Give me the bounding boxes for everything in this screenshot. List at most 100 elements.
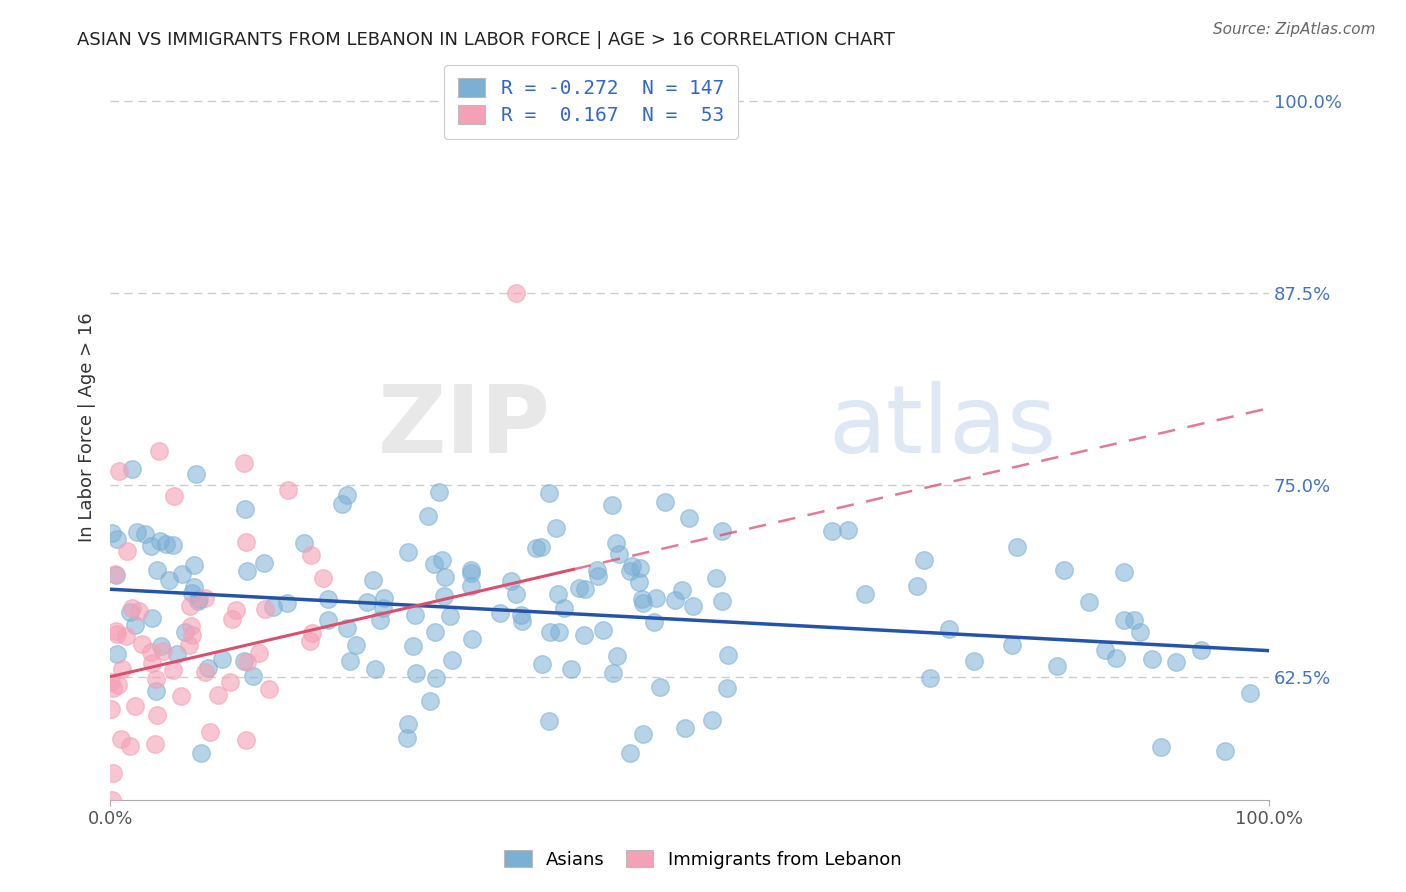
Point: [100, 792, 122, 806]
Point: [631, 596, 654, 610]
Point: [1077, 595, 1099, 609]
Point: [100, 674, 122, 689]
Point: [671, 582, 693, 597]
Point: [1046, 659, 1069, 673]
Point: [673, 721, 696, 735]
Point: [105, 532, 128, 546]
Point: [183, 558, 205, 573]
Point: [606, 649, 628, 664]
Point: [607, 547, 630, 561]
Point: [373, 591, 395, 605]
Point: [139, 645, 162, 659]
Point: [510, 607, 533, 622]
Point: [180, 619, 202, 633]
Point: [179, 599, 201, 614]
Point: [586, 563, 609, 577]
Point: [568, 581, 591, 595]
Point: [104, 624, 127, 638]
Point: [236, 655, 259, 669]
Point: [124, 618, 146, 632]
Point: [115, 543, 138, 558]
Point: [107, 678, 129, 692]
Point: [644, 591, 666, 605]
Point: [162, 663, 184, 677]
Point: [128, 604, 150, 618]
Point: [193, 665, 215, 679]
Point: [105, 627, 128, 641]
Point: [553, 601, 575, 615]
Point: [1114, 565, 1136, 579]
Point: [207, 688, 229, 702]
Point: [170, 690, 193, 704]
Point: [262, 599, 284, 614]
Point: [600, 498, 623, 512]
Text: Source: ZipAtlas.com: Source: ZipAtlas.com: [1212, 22, 1375, 37]
Point: [121, 601, 143, 615]
Point: [198, 724, 221, 739]
Point: [682, 599, 704, 613]
Point: [1114, 613, 1136, 627]
Point: [344, 638, 367, 652]
Point: [356, 595, 378, 609]
Point: [145, 684, 167, 698]
Point: [711, 524, 734, 538]
Text: atlas: atlas: [828, 382, 1057, 474]
Point: [110, 732, 132, 747]
Point: [1105, 651, 1128, 665]
Point: [648, 680, 671, 694]
Point: [620, 558, 643, 573]
Point: [592, 623, 614, 637]
Point: [235, 733, 257, 747]
Point: [180, 586, 202, 600]
Point: [1094, 642, 1116, 657]
Point: [602, 666, 624, 681]
Point: [105, 568, 128, 582]
Legend: R = -0.272  N = 147, R =  0.167  N =  53: R = -0.272 N = 147, R = 0.167 N = 53: [444, 65, 738, 139]
Point: [524, 541, 547, 555]
Point: [439, 609, 461, 624]
Point: [619, 564, 641, 578]
Point: [461, 632, 484, 646]
Point: [277, 483, 299, 497]
Point: [460, 579, 482, 593]
Point: [104, 566, 127, 581]
Point: [918, 671, 941, 685]
Point: [544, 521, 567, 535]
Point: [398, 545, 420, 559]
Point: [145, 708, 167, 723]
Point: [404, 608, 426, 623]
Point: [538, 624, 561, 639]
Point: [211, 652, 233, 666]
Point: [654, 495, 676, 509]
Point: [710, 594, 733, 608]
Point: [560, 662, 582, 676]
Point: [301, 626, 323, 640]
Point: [121, 462, 143, 476]
Point: [141, 656, 163, 670]
Point: [1164, 655, 1187, 669]
Point: [336, 488, 359, 502]
Point: [678, 510, 700, 524]
Point: [166, 647, 188, 661]
Point: [108, 464, 131, 478]
Point: [631, 591, 654, 606]
Point: [330, 497, 353, 511]
Point: [1213, 743, 1236, 757]
Point: [605, 536, 627, 550]
Point: [186, 467, 208, 481]
Point: [105, 647, 128, 661]
Point: [423, 625, 446, 640]
Point: [242, 669, 264, 683]
Point: [505, 586, 527, 600]
Point: [120, 739, 142, 753]
Point: [318, 613, 340, 627]
Point: [547, 587, 569, 601]
Point: [398, 717, 420, 731]
Point: [441, 653, 464, 667]
Point: [103, 681, 125, 695]
Point: [1053, 563, 1076, 577]
Point: [155, 537, 177, 551]
Point: [505, 286, 527, 301]
Point: [124, 698, 146, 713]
Point: [423, 557, 446, 571]
